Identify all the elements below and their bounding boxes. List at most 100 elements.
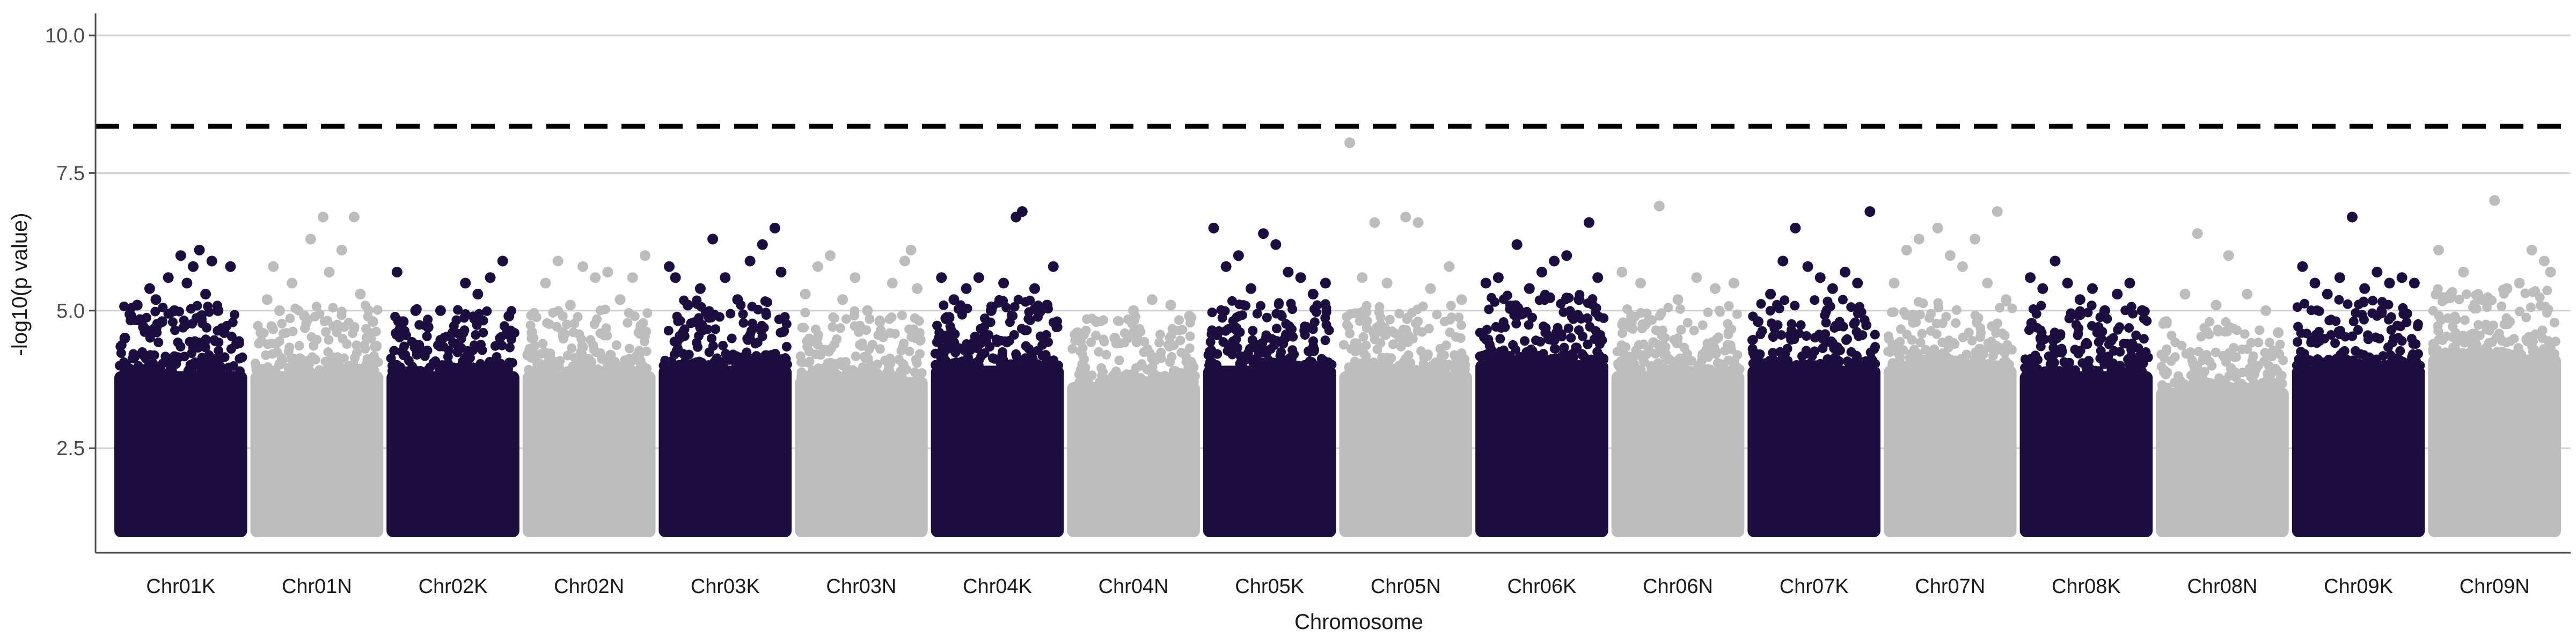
point-Chr05N <box>1380 330 1390 340</box>
point-Chr06N <box>1628 357 1638 368</box>
point-Chr06K <box>1505 300 1515 310</box>
point-Chr03N <box>857 338 867 348</box>
point-Chr02K <box>414 320 425 330</box>
point-Chr03K <box>712 360 722 370</box>
peak-point-Chr09K-3 <box>2334 272 2345 283</box>
point-Chr01N <box>277 319 287 329</box>
peak-point-Chr07K-3 <box>1790 222 1801 233</box>
point-Chr05N <box>1338 340 1349 350</box>
peak-point-Chr04K-10 <box>1048 261 1059 272</box>
point-Chr03K <box>780 312 790 322</box>
point-Chr06N <box>1682 318 1693 328</box>
peak-point-Chr04N-6 <box>1184 311 1195 322</box>
point-Chr08K <box>2039 334 2050 345</box>
point-Chr08N <box>2278 355 2288 365</box>
bulk-Chr08K <box>2019 371 2153 537</box>
point-Chr01N <box>281 328 291 338</box>
point-Chr09N <box>2481 319 2491 330</box>
point-Chr06N <box>1622 304 1633 314</box>
point-Chr01N <box>304 359 314 369</box>
point-Chr08K <box>2066 308 2076 318</box>
peak-point-Chr06N-5 <box>1710 283 1721 294</box>
bulk-Chr01N <box>250 371 384 537</box>
peak-point-Chr09N-8 <box>2538 255 2550 267</box>
point-Chr03N <box>909 330 919 340</box>
peak-point-Chr08N-4 <box>2223 250 2234 261</box>
point-Chr04K <box>997 350 1007 360</box>
point-Chr04N <box>1170 366 1181 376</box>
point-Chr09K <box>2306 338 2316 348</box>
point-Chr05K <box>1287 345 1298 355</box>
point-Chr07K <box>1810 295 1820 305</box>
point-Chr02N <box>529 308 539 318</box>
point-Chr06K <box>1527 312 1538 323</box>
point-Chr02N <box>603 360 613 370</box>
peak-point-Chr03K-1 <box>670 272 681 283</box>
point-Chr07K <box>1775 347 1785 357</box>
point-Chr02N <box>545 353 555 363</box>
point-Chr05K <box>1249 360 1260 370</box>
peak-point-Chr01N-0 <box>255 327 267 338</box>
point-Chr06N <box>1659 350 1669 360</box>
point-Chr01K <box>235 366 245 376</box>
point-Chr05N <box>1454 312 1464 323</box>
x-tick-label-Chr07N: Chr07N <box>1915 575 1985 598</box>
point-Chr08K <box>2075 306 2085 316</box>
point-Chr04N <box>1097 367 1108 377</box>
point-Chr02N <box>600 304 610 314</box>
point-Chr07N <box>1905 357 1915 367</box>
peak-point-Chr08K-3 <box>2062 277 2073 289</box>
point-Chr03K <box>707 333 717 343</box>
point-Chr07K <box>1864 360 1875 370</box>
point-Chr02K <box>484 366 494 376</box>
point-Chr01N <box>361 333 371 343</box>
point-Chr07N <box>1883 347 1893 357</box>
x-tick-label-Chr01N: Chr01N <box>282 575 352 598</box>
point-Chr02K <box>409 342 420 353</box>
point-Chr01K <box>210 356 220 367</box>
point-Chr05K <box>1231 325 1241 335</box>
point-Chr08K <box>2125 364 2135 375</box>
point-Chr02N <box>641 346 652 356</box>
point-Chr08N <box>2251 364 2262 374</box>
point-Chr09N <box>2530 329 2541 339</box>
peak-point-Chr07N-2 <box>1913 233 1924 245</box>
point-Chr07K <box>1810 346 1820 356</box>
peak-point-Chr04K-5 <box>998 277 1009 289</box>
point-Chr03N <box>860 353 870 363</box>
point-Chr07K <box>1814 330 1824 340</box>
point-Chr08N <box>2231 352 2241 362</box>
peak-point-Chr02N-6 <box>602 266 613 277</box>
point-Chr01N <box>321 327 331 337</box>
point-Chr08K <box>2071 320 2081 330</box>
point-Chr05K <box>1243 348 1253 358</box>
point-Chr06N <box>1689 325 1699 335</box>
point-Chr03K <box>674 360 684 370</box>
point-Chr09K <box>2351 346 2361 356</box>
point-Chr01N <box>372 305 383 315</box>
bulk-Chr02N <box>522 371 656 537</box>
peak-point-Chr09N-3 <box>2477 294 2488 305</box>
point-Chr02K <box>471 366 481 376</box>
point-Chr03K <box>775 360 786 370</box>
point-Chr02N <box>569 318 580 328</box>
point-Chr09K <box>2302 328 2312 339</box>
point-Chr02N <box>611 340 621 350</box>
point-Chr05K <box>1311 307 1321 317</box>
peak-point-Chr01K-3 <box>138 321 149 333</box>
point-Chr05N <box>1444 360 1454 370</box>
point-Chr06K <box>1500 322 1510 332</box>
point-Chr06K <box>1491 321 1501 332</box>
point-Chr02K <box>506 325 516 335</box>
point-Chr08K <box>2131 330 2141 340</box>
point-Chr01N <box>285 313 295 324</box>
point-Chr06K <box>1511 319 1521 329</box>
peak-point-Chr01K-15 <box>213 305 224 316</box>
point-Chr05N <box>1408 334 1418 344</box>
peak-point-Chr04K-1 <box>948 294 960 305</box>
point-Chr05K <box>1252 309 1262 319</box>
point-Chr07N <box>2000 331 2010 341</box>
point-Chr08K <box>2028 304 2038 314</box>
point-Chr03N <box>910 313 920 323</box>
point-Chr09K <box>2363 334 2373 345</box>
